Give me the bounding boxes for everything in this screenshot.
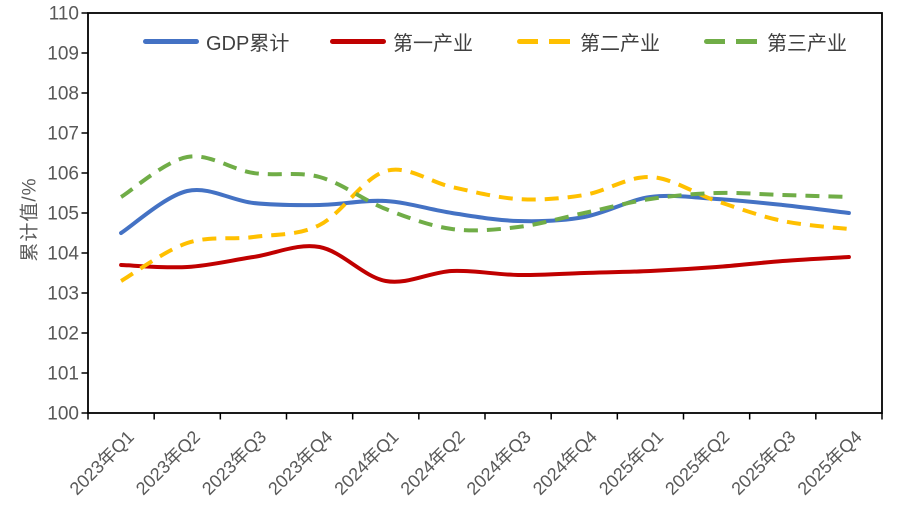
- legend-line-sample-secondary-industry: [517, 38, 573, 44]
- x-tick-label: 2024年Q3: [463, 427, 535, 499]
- x-tick-label: 2023年Q3: [198, 427, 270, 499]
- legend-item-primary-industry: 第一产业: [330, 28, 473, 55]
- plot-border: [87, 12, 883, 414]
- legend-item-tertiary-industry: 第三产业: [704, 28, 847, 55]
- x-tick-label: 2023年Q2: [132, 427, 204, 499]
- y-tick-label: 110: [49, 4, 79, 25]
- y-tick-label: 103: [47, 284, 79, 305]
- legend-item-gdp-total: GDP累计: [143, 28, 290, 55]
- x-tick-label: 2024年Q4: [529, 427, 601, 499]
- legend-label-primary-industry: 第一产业: [393, 32, 473, 55]
- y-tick-label: 109: [47, 44, 79, 65]
- legend-label-tertiary-industry: 第三产业: [767, 32, 847, 55]
- y-tick-label: 102: [47, 324, 79, 345]
- chart-legend: GDP累计 第一产业 第二产业 第三产业: [0, 0, 898, 60]
- legend-label-gdp-total: GDP累计: [206, 32, 290, 55]
- y-axis-title: 累计值/%: [19, 177, 41, 262]
- x-tick-label: 2025年Q2: [661, 427, 733, 499]
- y-tick-label: 106: [47, 164, 79, 185]
- x-tick-label: 2024年Q2: [397, 427, 469, 499]
- y-tick-label: 100: [47, 404, 79, 425]
- y-tick-label: 107: [47, 124, 79, 145]
- y-tick-label: 101: [47, 364, 79, 385]
- x-tick-label: 2025年Q3: [727, 427, 799, 499]
- y-tick-label: 104: [47, 244, 79, 265]
- x-tick-label: 2023年Q4: [264, 427, 336, 499]
- legend-line-sample-gdp-total: [143, 38, 199, 44]
- x-tick-label: 2025年Q4: [794, 427, 866, 499]
- x-tick-label: 2025年Q1: [595, 427, 667, 499]
- x-tick-label: 2023年Q1: [66, 427, 138, 499]
- y-tick-label: 108: [47, 84, 79, 105]
- legend-line-sample-primary-industry: [330, 38, 386, 44]
- series-line-primary-industry: [119, 244, 851, 284]
- legend-line-sample-tertiary-industry: [704, 38, 760, 44]
- series-line-secondary-industry: [120, 167, 850, 283]
- legend-item-secondary-industry: 第二产业: [517, 28, 660, 55]
- series-line-tertiary-industry: [119, 154, 849, 233]
- y-tick-label: 105: [47, 204, 79, 225]
- x-tick-label: 2024年Q1: [330, 427, 402, 499]
- legend-label-secondary-industry: 第二产业: [580, 32, 660, 55]
- series-line-gdp-total: [119, 188, 851, 235]
